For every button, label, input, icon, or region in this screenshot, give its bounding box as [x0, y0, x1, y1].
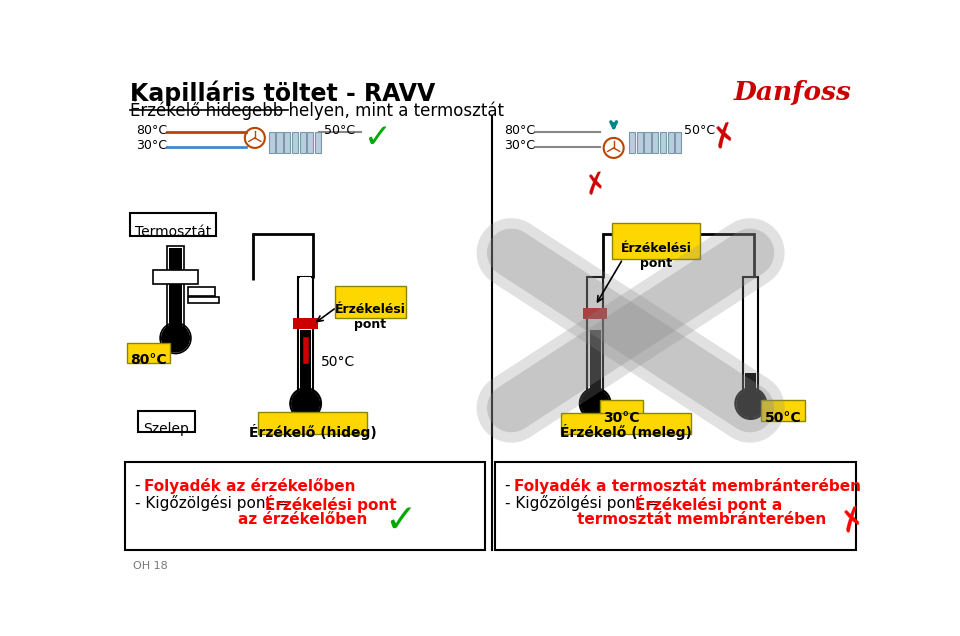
FancyBboxPatch shape [600, 401, 643, 420]
FancyBboxPatch shape [589, 280, 601, 394]
FancyBboxPatch shape [138, 410, 195, 432]
Text: Szelep: Szelep [143, 422, 189, 436]
FancyBboxPatch shape [167, 245, 184, 331]
Text: OH 18: OH 18 [133, 562, 168, 571]
FancyBboxPatch shape [636, 132, 643, 153]
FancyBboxPatch shape [258, 412, 368, 434]
Text: 30°C: 30°C [603, 410, 639, 424]
Text: Folyadék a termosztát membránterében: Folyadék a termosztát membránterében [515, 478, 861, 494]
FancyBboxPatch shape [188, 297, 219, 303]
Text: 50°C: 50°C [321, 355, 355, 369]
FancyBboxPatch shape [127, 343, 170, 363]
FancyBboxPatch shape [644, 132, 651, 153]
FancyBboxPatch shape [675, 132, 682, 153]
Text: termosztát membránterében: termosztát membránterében [577, 512, 826, 527]
Text: - Kigőzölgési pont =: - Kigőzölgési pont = [134, 495, 294, 511]
FancyBboxPatch shape [269, 132, 275, 153]
FancyBboxPatch shape [495, 462, 856, 550]
Text: Érzékelő (meleg): Érzékelő (meleg) [560, 424, 692, 440]
Text: ✗: ✗ [835, 502, 870, 538]
FancyBboxPatch shape [300, 280, 311, 394]
FancyBboxPatch shape [745, 280, 756, 394]
FancyBboxPatch shape [307, 132, 313, 153]
Text: 80°C: 80°C [504, 124, 536, 137]
FancyBboxPatch shape [761, 401, 804, 420]
FancyBboxPatch shape [562, 413, 691, 434]
Circle shape [292, 390, 320, 417]
FancyBboxPatch shape [589, 280, 601, 331]
Text: Érzékelő (hideg): Érzékelő (hideg) [249, 424, 376, 439]
Text: az érzékelőben: az érzékelőben [238, 512, 368, 527]
Text: 50°C: 50°C [684, 124, 715, 137]
Text: Termosztát: Termosztát [135, 225, 211, 239]
FancyBboxPatch shape [667, 132, 674, 153]
Circle shape [161, 324, 189, 352]
Text: - Kigőzölgési pont =: - Kigőzölgési pont = [505, 495, 664, 511]
Text: 50°C: 50°C [765, 410, 802, 424]
FancyBboxPatch shape [284, 132, 290, 153]
Text: Érzékelési pont: Érzékelési pont [265, 495, 396, 513]
FancyBboxPatch shape [612, 223, 700, 259]
FancyBboxPatch shape [300, 132, 305, 153]
FancyBboxPatch shape [298, 277, 313, 396]
FancyBboxPatch shape [169, 248, 181, 329]
FancyBboxPatch shape [294, 318, 318, 329]
Text: Érzékelő hidegebb helyen, mint a termosztát: Érzékelő hidegebb helyen, mint a termosz… [131, 99, 504, 120]
FancyBboxPatch shape [743, 277, 758, 396]
FancyBboxPatch shape [300, 277, 311, 331]
Text: 80°C: 80°C [131, 353, 167, 367]
FancyBboxPatch shape [292, 132, 298, 153]
Text: Folyadék az érzékelőben: Folyadék az érzékelőben [144, 478, 355, 494]
FancyBboxPatch shape [188, 287, 215, 296]
FancyBboxPatch shape [588, 277, 603, 396]
Text: Érzékelési
pont: Érzékelési pont [335, 303, 406, 331]
FancyBboxPatch shape [745, 280, 756, 373]
Text: Kapilláris töltet - RAVV: Kapilláris töltet - RAVV [131, 80, 435, 106]
Text: -: - [134, 478, 145, 494]
Text: 30°C: 30°C [504, 139, 536, 153]
FancyBboxPatch shape [125, 462, 485, 550]
Text: ✓: ✓ [384, 501, 417, 539]
FancyBboxPatch shape [154, 270, 198, 284]
Text: Érzékelési
pont: Érzékelési pont [620, 242, 691, 270]
FancyBboxPatch shape [315, 132, 321, 153]
Text: ✗: ✗ [708, 119, 741, 155]
Circle shape [582, 390, 609, 417]
Text: -: - [505, 478, 516, 494]
Text: 80°C: 80°C [136, 124, 167, 137]
FancyBboxPatch shape [660, 132, 666, 153]
FancyBboxPatch shape [583, 308, 608, 319]
Text: Érzékelési pont a: Érzékelési pont a [636, 495, 782, 513]
FancyBboxPatch shape [131, 212, 216, 236]
FancyBboxPatch shape [276, 132, 282, 153]
Text: Danfoss: Danfoss [733, 80, 852, 105]
Text: 30°C: 30°C [136, 139, 167, 153]
FancyBboxPatch shape [652, 132, 659, 153]
Text: ✓: ✓ [364, 121, 393, 154]
FancyBboxPatch shape [629, 132, 636, 153]
Text: ✗: ✗ [582, 167, 611, 200]
Text: 50°C: 50°C [324, 124, 355, 137]
FancyBboxPatch shape [335, 286, 406, 318]
Circle shape [737, 390, 764, 417]
